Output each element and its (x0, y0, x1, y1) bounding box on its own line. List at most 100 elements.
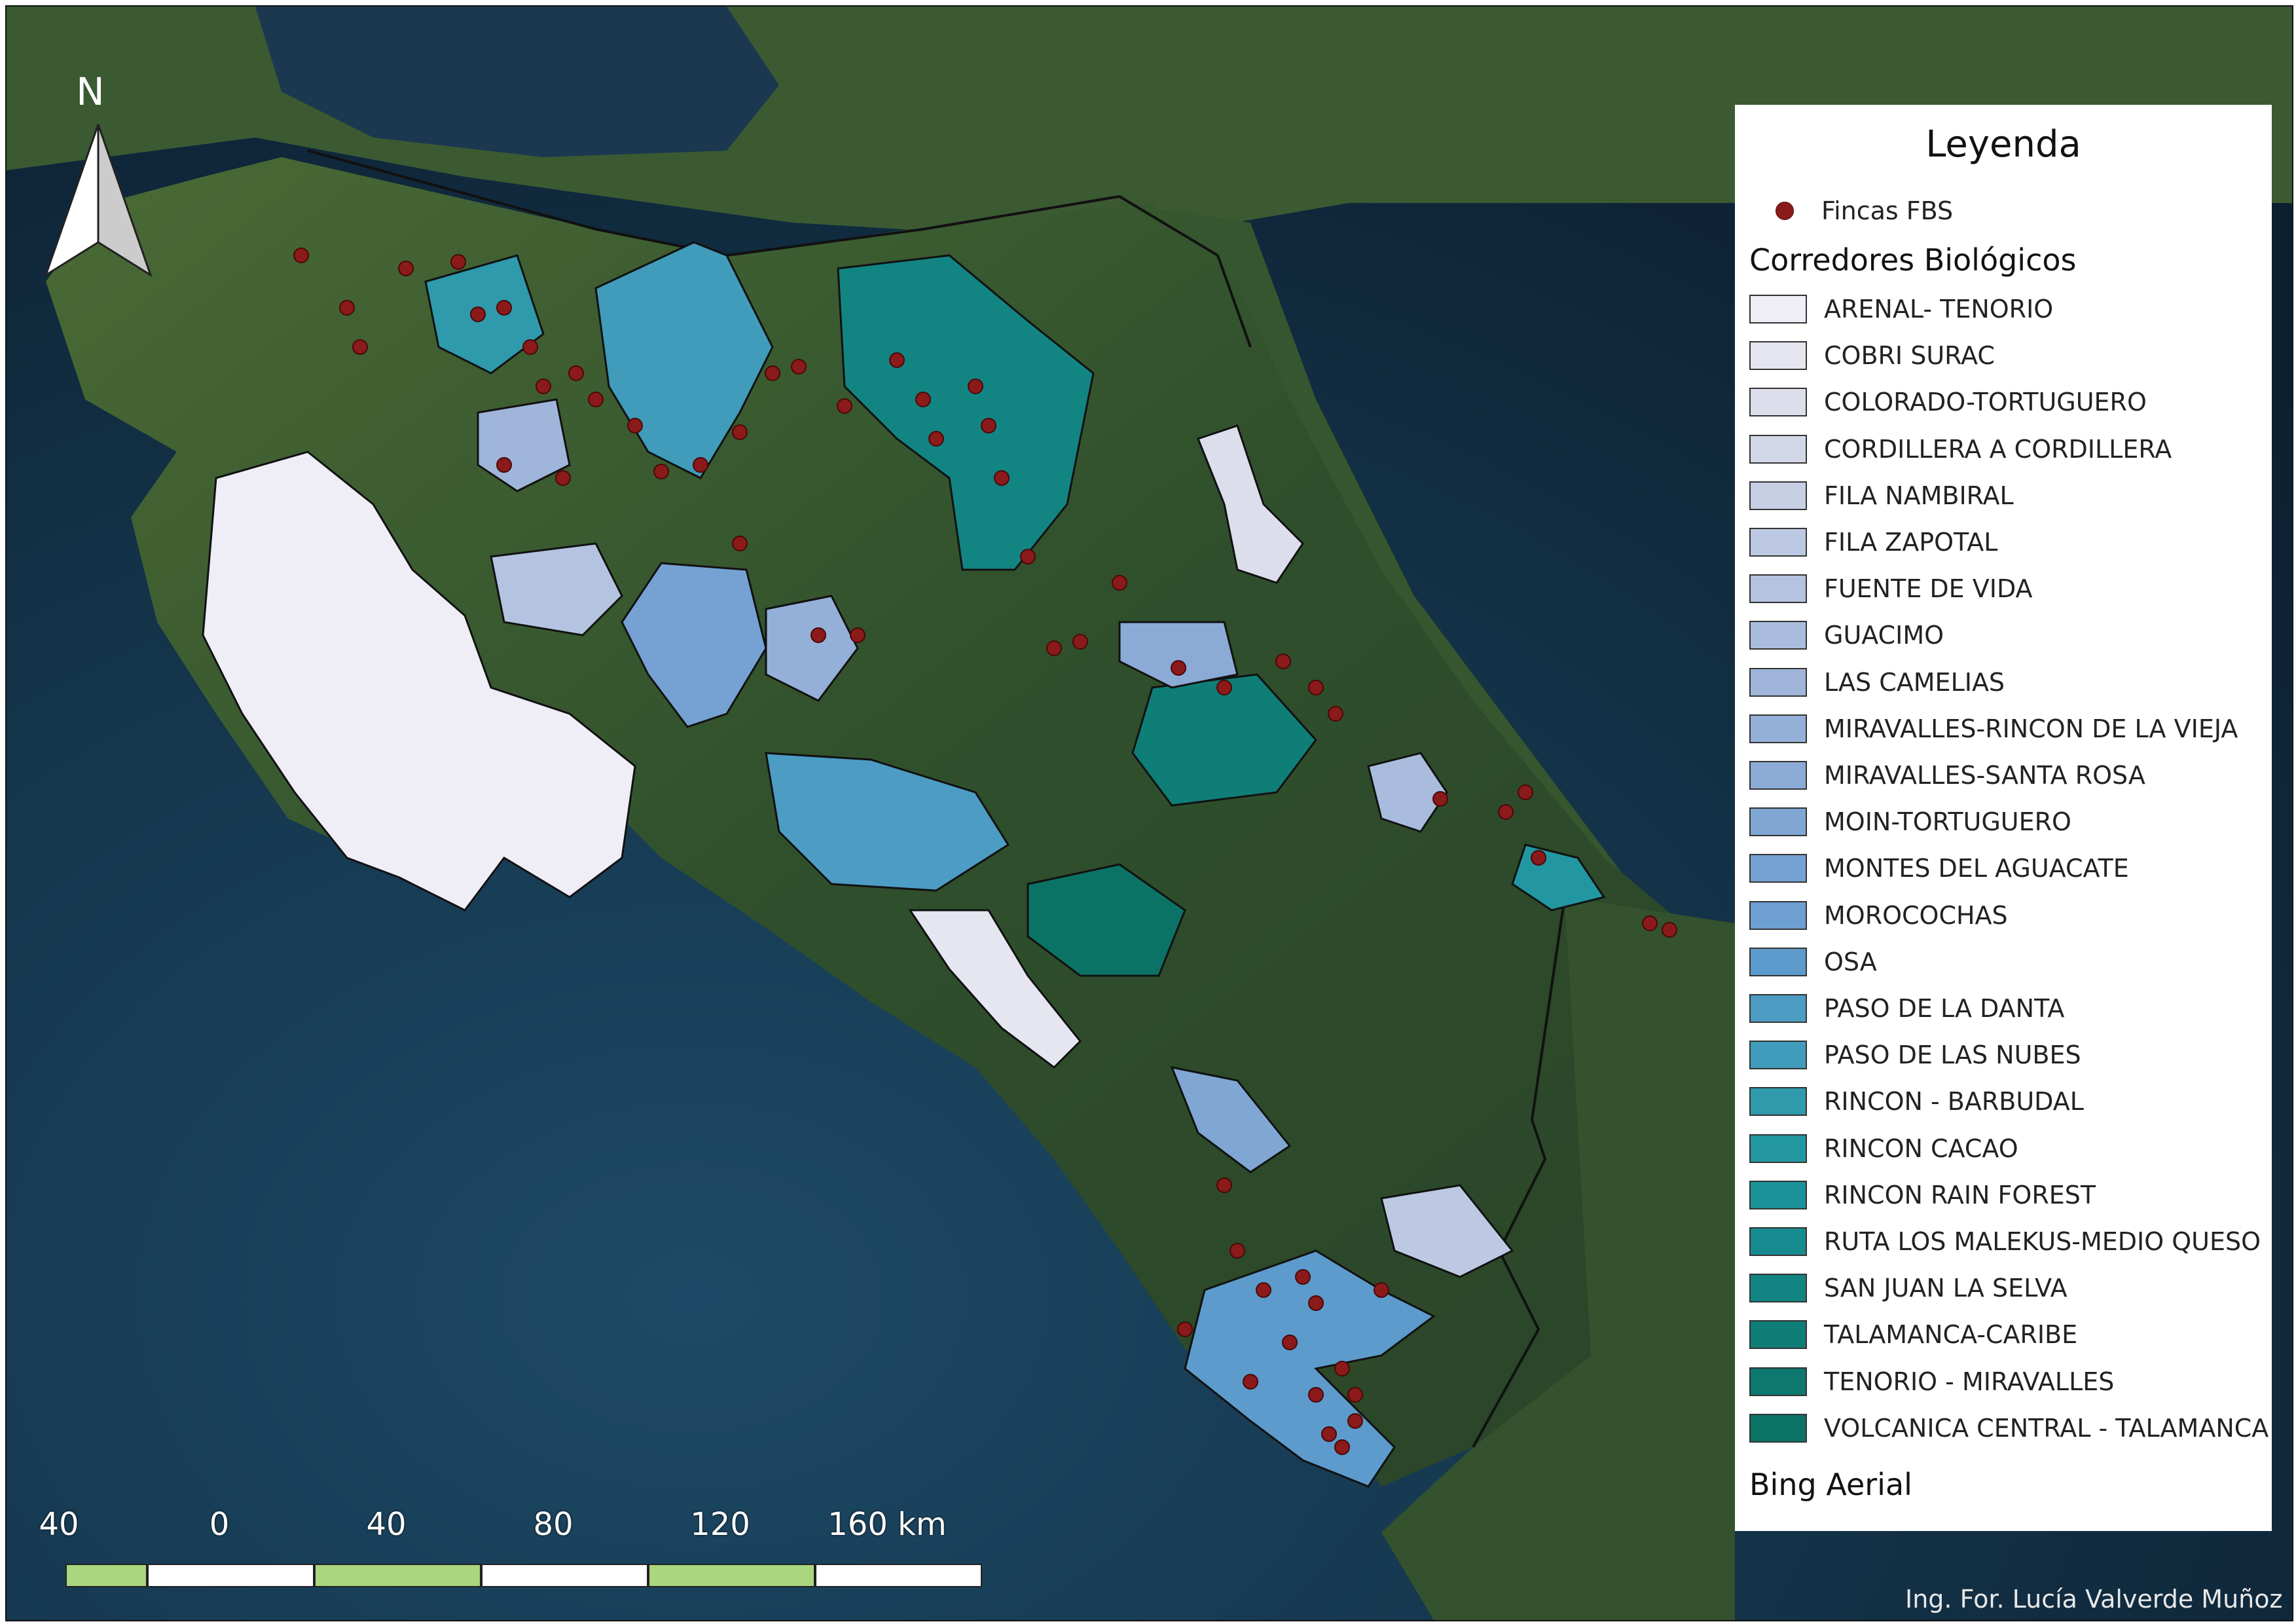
farm-point[interactable] (588, 392, 604, 407)
legend-item-corridor[interactable]: RINCON - BARBUDAL (1749, 1087, 2084, 1116)
corridor-fuente-de-vida[interactable] (490, 542, 623, 637)
farm-point[interactable] (732, 424, 748, 440)
farm-point[interactable] (1518, 784, 1533, 800)
farm-point[interactable] (1020, 549, 1036, 564)
corridor-fila-zapotal[interactable] (1380, 1184, 1514, 1278)
legend-item-corridor[interactable]: FUENTE DE VIDA (1749, 574, 2033, 604)
farm-point[interactable] (1282, 1335, 1298, 1350)
legend-item-corridor[interactable]: RINCON RAIN FOREST (1749, 1180, 2096, 1209)
legend-item-corridor[interactable]: COBRI SURAC (1749, 341, 1995, 371)
farm-point[interactable] (1374, 1282, 1389, 1298)
legend-item-corridor[interactable]: MOROCOCHAS (1749, 900, 2008, 930)
legend-item-fincas[interactable]: Fincas FBS (1749, 196, 1953, 225)
corridor-san-juan-la-selva[interactable] (837, 254, 1095, 571)
farm-point[interactable] (1347, 1413, 1363, 1429)
legend-item-corridor[interactable]: CORDILLERA A CORDILLERA (1749, 434, 2172, 464)
farm-point[interactable] (1177, 1321, 1193, 1337)
legend-item-corridor[interactable]: MONTES DEL AGUACATE (1749, 854, 2129, 883)
farm-point[interactable] (1498, 804, 1514, 820)
farm-point[interactable] (1275, 654, 1291, 669)
farm-point[interactable] (398, 261, 414, 276)
farm-point[interactable] (293, 248, 309, 263)
farm-point[interactable] (568, 365, 584, 381)
farm-point[interactable] (1216, 1177, 1232, 1193)
farm-point[interactable] (693, 457, 708, 473)
legend-item-corridor[interactable]: MOIN-TORTUGUERO (1749, 807, 2071, 837)
legend-item-corridor[interactable]: RINCON CACAO (1749, 1134, 2018, 1163)
farm-point[interactable] (889, 352, 905, 368)
farm-point[interactable] (1642, 915, 1658, 931)
corridor-mirav-rincon[interactable] (765, 595, 859, 702)
farm-point[interactable] (915, 392, 931, 407)
farm-point[interactable] (522, 339, 538, 355)
legend-item-corridor[interactable]: FILA NAMBIRAL (1749, 481, 2014, 510)
farm-point[interactable] (791, 359, 807, 375)
corridor-paso-de-la-danta[interactable] (765, 752, 1010, 892)
farm-point[interactable] (653, 464, 669, 479)
corridor-montes-del-aguacate[interactable] (621, 562, 767, 728)
farm-point[interactable] (732, 536, 748, 551)
legend-item-corridor[interactable]: SAN JUAN LA SELVA (1749, 1274, 2068, 1303)
legend-item-corridor[interactable]: GUACIMO (1749, 621, 1944, 650)
legend-item-corridor[interactable]: MIRAVALLES-SANTA ROSA (1749, 761, 2145, 790)
farm-point[interactable] (1531, 850, 1546, 866)
corridor-miravalles-santa-rosa[interactable] (1118, 621, 1239, 689)
farm-point[interactable] (1295, 1269, 1311, 1285)
farm-point[interactable] (1216, 680, 1232, 695)
legend-item-corridor[interactable]: VOLCANICA CENTRAL - TALAMANCA (1749, 1413, 2269, 1443)
legend-item-corridor[interactable]: RUTA LOS MALEKUS-MEDIO QUESO (1749, 1227, 2261, 1256)
farm-point[interactable] (1308, 1387, 1324, 1403)
farm-point[interactable] (1046, 640, 1062, 656)
corridor-colorado-tortuguero[interactable] (1197, 424, 1304, 584)
farm-point[interactable] (1256, 1282, 1271, 1298)
corridor-guacimo[interactable] (1367, 752, 1448, 833)
farm-point[interactable] (555, 470, 571, 486)
farm-point[interactable] (1112, 575, 1127, 591)
farm-point[interactable] (811, 627, 826, 643)
farm-point[interactable] (1334, 1439, 1350, 1455)
farm-point[interactable] (994, 470, 1010, 486)
farm-point[interactable] (627, 418, 643, 434)
corridor-arenal-tenorio[interactable] (202, 451, 636, 912)
farm-point[interactable] (968, 378, 983, 394)
farm-point[interactable] (450, 254, 466, 270)
corridor-osa[interactable] (1184, 1249, 1436, 1488)
legend-item-corridor[interactable]: COLORADO-TORTUGUERO (1749, 388, 2147, 417)
farm-point[interactable] (496, 300, 512, 316)
farm-point[interactable] (1308, 680, 1324, 695)
farm-point[interactable] (1243, 1374, 1258, 1390)
farm-point[interactable] (1230, 1243, 1245, 1259)
farm-point[interactable] (928, 431, 944, 447)
corridor-moin-tortuguero[interactable] (1170, 1065, 1292, 1173)
farm-point[interactable] (1662, 922, 1677, 938)
farm-point[interactable] (1334, 1361, 1350, 1376)
legend-item-corridor[interactable]: PASO DE LAS NUBES (1749, 1041, 2081, 1070)
farm-point[interactable] (352, 339, 368, 355)
corridor-talamanca-caribe[interactable] (1131, 673, 1317, 807)
farm-point[interactable] (1308, 1295, 1324, 1311)
corridor-volcanica-central[interactable] (1027, 863, 1186, 977)
corridor-paso-de-las-nubes[interactable] (594, 241, 774, 479)
legend-item-corridor[interactable]: PASO DE LA DANTA (1749, 994, 2064, 1023)
legend-item-corridor[interactable]: ARENAL- TENORIO (1749, 295, 2053, 323)
legend-item-corridor[interactable]: FILA ZAPOTAL (1749, 528, 1997, 557)
farm-point[interactable] (536, 378, 551, 394)
farm-point[interactable] (981, 418, 996, 434)
farm-point[interactable] (837, 398, 852, 414)
legend-item-corridor[interactable]: TALAMANCA-CARIBE (1749, 1320, 2077, 1350)
farm-point[interactable] (1328, 706, 1343, 722)
farm-point[interactable] (1347, 1387, 1363, 1403)
farm-point[interactable] (765, 365, 780, 381)
farm-point[interactable] (496, 457, 512, 473)
farm-point[interactable] (339, 300, 355, 316)
legend-item-corridor[interactable]: OSA (1749, 947, 1877, 976)
legend-item-corridor[interactable]: LAS CAMELIAS (1749, 667, 2005, 697)
corridor-cobri-surac[interactable] (908, 909, 1082, 1069)
farm-point[interactable] (470, 306, 486, 322)
farm-point[interactable] (850, 627, 866, 643)
farm-point[interactable] (1432, 791, 1448, 807)
map-frame[interactable]: N 40 0 40 80 120 160 km Leyenda Fincas FBS Co… (5, 5, 2293, 1621)
legend-item-corridor[interactable]: TENORIO - MIRAVALLES (1749, 1367, 2114, 1396)
farm-point[interactable] (1171, 660, 1186, 676)
legend-item-corridor[interactable]: MIRAVALLES-RINCON DE LA VIEJA (1749, 714, 2238, 743)
